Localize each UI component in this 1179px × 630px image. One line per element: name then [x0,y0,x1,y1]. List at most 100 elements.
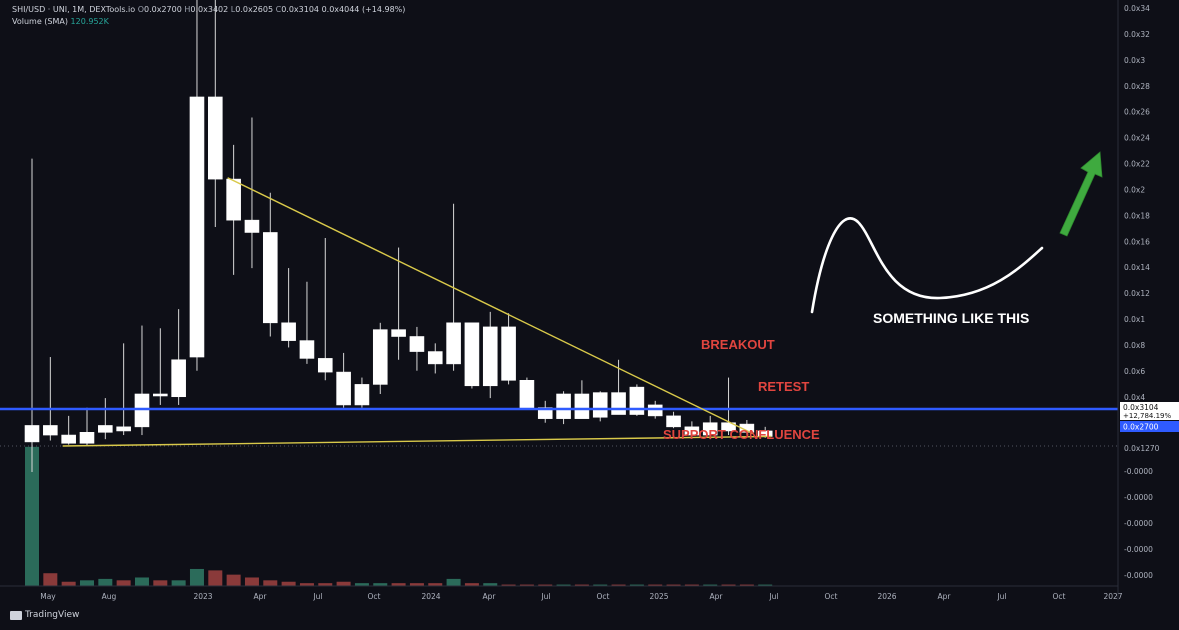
candle-body [98,425,113,433]
price-tick-label: 0.0x34 [1124,4,1150,13]
candle[interactable] [537,400,553,423]
legend-symbol: SHI/USD · UNI, 1M, DEXTools.io [12,5,136,14]
time-tick-label: 2025 [649,592,668,601]
price-tick-label: 0.0x16 [1124,237,1150,246]
candle[interactable] [134,325,150,436]
candle[interactable] [372,322,388,394]
time-tick-label: Oct [1053,592,1066,601]
candle[interactable] [116,343,131,436]
watermark-text: TradingView [25,610,80,620]
volume-bar [611,584,626,586]
candle-body [372,329,388,385]
candle-body [24,425,40,443]
time-tick-label: Oct [597,592,610,601]
descending-trendline[interactable] [227,177,754,435]
annotation-support: SUPPORT CONFLUENCE [663,427,820,442]
candle[interactable] [98,398,113,440]
chart-legend: SHI/USD · UNI, 1M, DEXTools.io O0.0x2700… [12,4,405,28]
time-tick-label: 2023 [193,592,212,601]
volume-bar [574,584,589,586]
candle[interactable] [79,407,95,446]
candle[interactable] [409,326,425,371]
candle[interactable] [427,343,443,374]
candle[interactable] [482,311,498,399]
support-price-value: 0.0x2700 [1123,423,1159,432]
candle[interactable] [519,377,535,408]
candle-body [116,426,131,432]
candle-body [666,415,681,428]
candle[interactable] [739,419,755,436]
time-tick-label: 2024 [421,592,440,601]
volume-bar [189,568,204,586]
candle[interactable] [391,247,406,360]
price-tick-label: 0.0x3 [1124,56,1145,65]
candle[interactable] [702,415,718,440]
time-tick-label: Apr [254,592,268,601]
candle[interactable] [189,0,205,371]
candle[interactable] [684,421,700,438]
rising-trendline[interactable] [62,435,772,447]
candle[interactable] [317,237,333,381]
candle[interactable] [501,313,516,385]
support-price-badge [1120,421,1179,432]
candle[interactable] [629,384,645,416]
candle[interactable] [24,158,40,473]
candle-body [574,393,590,419]
price-axis: 0.0x34 0.0x32 0.0x3 0.0x28 0.0x26 0.0x24 0.0x2… [1117,0,1179,600]
volume-bar [519,584,534,586]
last-price-change: +12,784.19% [1123,412,1171,420]
volume-bar [703,584,718,586]
candle[interactable] [299,281,315,364]
candle[interactable] [226,144,241,275]
time-tick-label: Jul [540,592,550,601]
candle-body [43,425,58,436]
price-tick-label: 0.0x24 [1124,134,1150,143]
price-tick-label: 0.0x12 [1124,289,1150,298]
volume-bar [318,583,333,586]
volume-bar [116,580,131,586]
candle-body [519,379,535,408]
candle[interactable] [721,377,736,436]
candle[interactable] [464,322,480,389]
candle[interactable] [244,117,260,269]
candle[interactable] [171,309,186,405]
volume-bar [354,583,369,586]
candle[interactable] [336,352,351,408]
last-price-value: 0.0x3104 [1123,403,1159,412]
candle-body [336,371,351,406]
price-tick-label: 0.0x8 [1124,341,1145,350]
time-tick-label: 2026 [877,592,896,601]
candle[interactable] [592,391,608,422]
candle[interactable] [208,0,223,227]
candle[interactable] [262,192,278,337]
candle[interactable] [153,328,168,405]
volume-bar [684,584,699,586]
price-tick-label: -0.0000 [1124,545,1153,554]
candle-body [629,386,645,415]
legend-ohlc-row: SHI/USD · UNI, 1M, DEXTools.io O0.0x2700… [12,4,405,16]
candle[interactable] [666,411,681,429]
candle[interactable] [556,391,571,425]
projection-curve [810,217,1044,314]
candle[interactable] [43,357,58,441]
time-tick-label: Apr [938,592,952,601]
volume-bar [758,584,773,586]
tradingview-watermark[interactable]: TradingView [10,610,79,620]
candle[interactable] [354,377,370,408]
price-tick-label: 0.0x2 [1124,185,1145,194]
candle-body [647,404,663,417]
candle[interactable] [61,415,76,445]
candle-body [537,407,553,419]
volume-bar [593,584,608,586]
time-tick-label: Apr [483,592,497,601]
candle[interactable] [574,380,590,419]
trendlines-layer [0,177,1118,447]
volume-bar [263,580,278,586]
volume-bar [226,574,241,586]
candle-body [464,322,480,387]
candle[interactable] [281,268,296,348]
price-tick-label: 0.0x18 [1124,211,1150,220]
price-tick-label: -0.0000 [1124,519,1153,528]
candle-body [262,232,278,324]
